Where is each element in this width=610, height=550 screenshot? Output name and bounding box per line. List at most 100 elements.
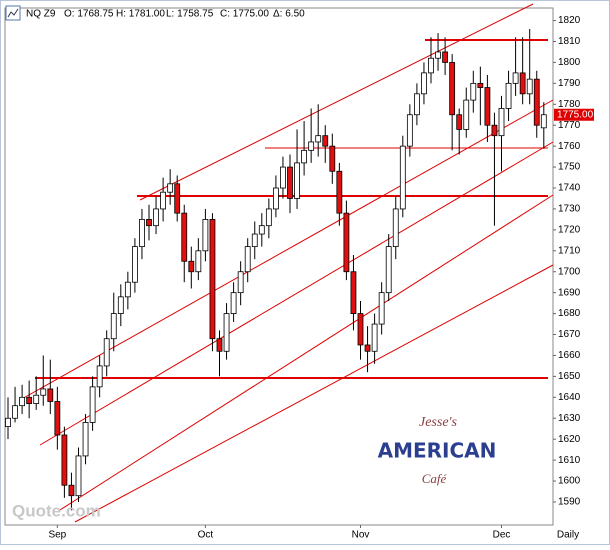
candle-body: [280, 166, 286, 189]
y-tick-label: 1730: [558, 204, 581, 215]
candle-body: [68, 484, 75, 497]
candle-body: [117, 296, 124, 314]
last-price-label: 1775.00: [557, 109, 594, 120]
candle-body: [47, 388, 54, 402]
header-icon: [5, 5, 21, 21]
candle-body: [146, 219, 152, 227]
x-tick-label: Dec: [493, 530, 511, 541]
candle-body: [251, 233, 258, 248]
candle-body: [364, 344, 371, 352]
logo-line: Café: [422, 471, 448, 486]
candle-body: [110, 313, 117, 340]
candle-body: [343, 212, 350, 273]
candle-body: [131, 246, 138, 283]
candle-body: [124, 281, 131, 298]
candle-body: [350, 271, 357, 314]
y-tick-label: 1800: [558, 57, 581, 68]
header: NQ Z9 O: 1768.75 H: 1781.00 L: 1758.75 C: 17…: [26, 9, 305, 20]
candle-body: [315, 135, 322, 143]
candle-body: [385, 246, 392, 294]
candle-body: [54, 401, 61, 436]
y-tick-label: 1700: [558, 266, 581, 277]
candle-body: [89, 386, 96, 423]
y-tick-label: 1680: [558, 308, 581, 319]
x-tick-label: Oct: [198, 530, 214, 541]
candle-body: [540, 114, 547, 129]
candle-body: [505, 82, 512, 109]
y-tick-label: 1780: [558, 99, 581, 110]
y-tick-label: 1590: [558, 497, 581, 508]
candle-body: [230, 292, 237, 314]
candle-body: [33, 394, 40, 404]
logo-line: AMERICAN: [378, 439, 497, 463]
y-tick-label: 1810: [558, 36, 581, 47]
candle-body: [153, 208, 159, 227]
candle-body: [272, 187, 279, 210]
y-tick-label: 1760: [558, 141, 581, 152]
candle-body: [12, 405, 18, 419]
candle-body: [357, 313, 364, 346]
header-field: L: 1758.75: [166, 9, 214, 20]
candle-body: [19, 396, 26, 407]
candle-body: [442, 51, 449, 63]
candle-body: [223, 313, 230, 352]
candle-body: [174, 183, 181, 214]
candle-body: [512, 72, 519, 84]
candle-body: [61, 434, 68, 486]
candle-body: [322, 135, 329, 147]
candle-body: [421, 72, 427, 95]
candle-body: [399, 145, 406, 210]
candle-body: [287, 166, 293, 199]
candle-body: [258, 225, 265, 235]
candle-body: [308, 141, 315, 151]
y-tick-label: 1740: [558, 183, 581, 194]
candle-body: [498, 108, 505, 137]
candle-body: [463, 99, 470, 130]
candle-body: [82, 422, 89, 457]
y-tick-label: 1770: [558, 120, 581, 131]
x-tick-label: Sep: [48, 530, 66, 541]
candle-body: [484, 87, 491, 126]
candle-body: [470, 82, 477, 101]
candle-body: [406, 114, 413, 147]
y-tick-label: 1690: [558, 287, 581, 298]
candle-body: [435, 51, 441, 59]
y-tick-label: 1820: [558, 15, 581, 26]
candle-body: [378, 292, 385, 325]
y-tick-label: 1750: [558, 162, 581, 173]
watermark: Quote.com: [12, 501, 101, 520]
y-tick-label: 1710: [558, 245, 581, 256]
candle-body: [294, 162, 300, 199]
y-tick-label: 1640: [558, 392, 581, 403]
candle-body: [413, 93, 420, 116]
y-tick-label: 1650: [558, 371, 581, 382]
y-tick-label: 1630: [558, 413, 581, 424]
candle-body: [477, 82, 484, 88]
candle-body: [188, 260, 195, 273]
candle-body: [160, 191, 167, 210]
candle-body: [526, 78, 533, 95]
candle-body: [428, 57, 434, 74]
header-field: O: 1768.75: [64, 9, 114, 20]
y-tick-label: 1670: [558, 329, 581, 340]
candle-body: [371, 323, 378, 352]
candle-body: [5, 417, 11, 428]
plot-area: [4, 7, 554, 526]
candle-body: [301, 149, 308, 164]
candle-body: [216, 338, 223, 352]
candle-body: [139, 219, 145, 248]
y-tick-label: 1720: [558, 225, 581, 236]
header-icon-glyph: [7, 8, 19, 18]
y-tick-label: 1620: [558, 434, 581, 445]
candle-body: [392, 208, 399, 248]
candle-body: [244, 246, 251, 273]
candle-body: [202, 219, 209, 252]
candle-body: [336, 170, 343, 214]
candle-body: [181, 212, 188, 262]
header-field: Δ: 6.50: [273, 9, 305, 20]
y-tick-label: 1610: [558, 455, 581, 466]
candle-body: [237, 271, 244, 294]
candle-body: [329, 145, 336, 172]
y-tick-label: 1660: [558, 350, 581, 361]
